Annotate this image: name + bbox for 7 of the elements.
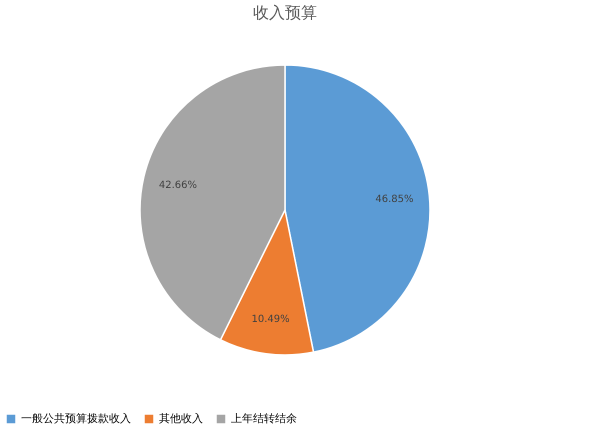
legend-label: 其他收入 [159,412,203,425]
legend-label: 上年结转结余 [231,412,297,425]
chart-title: 收入预算 [253,3,317,22]
legend-label: 一般公共预算拨款收入 [21,412,131,425]
data-label: 10.49% [251,314,290,326]
data-label: 42.66% [158,180,197,191]
data-label: 46.85% [375,194,414,206]
